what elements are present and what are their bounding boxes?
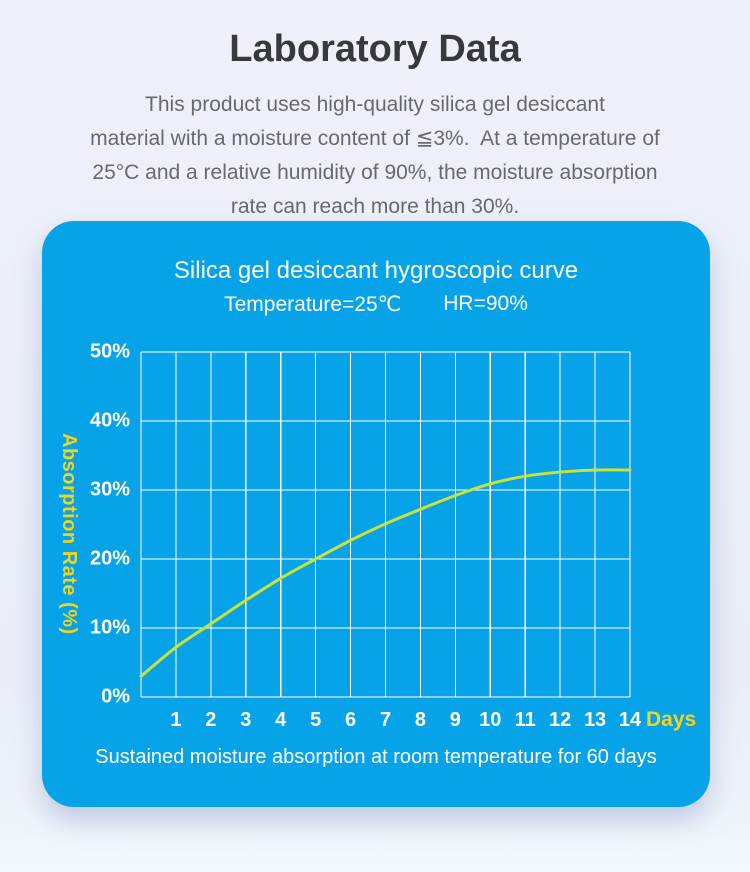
x-tick-label: 1 xyxy=(170,709,182,731)
chart-subtitle-temperature: Temperature=25℃ xyxy=(224,293,402,316)
x-tick-label: 11 xyxy=(514,709,536,731)
absorption-curve xyxy=(139,468,632,678)
y-tick-label: 40% xyxy=(89,409,130,432)
intro-line: 25°C and a relative humidity of 90%, the… xyxy=(92,161,658,184)
x-tick-label: 14 xyxy=(618,709,642,731)
x-tick-label: 9 xyxy=(449,709,461,731)
chart-subtitle: Temperature=25℃ HR=90% xyxy=(42,292,710,317)
grid-lines xyxy=(140,351,631,698)
x-tick-label: 5 xyxy=(310,709,322,731)
x-tick-label: 2 xyxy=(205,709,217,731)
chart-subtitle-humidity: HR=90% xyxy=(443,292,528,315)
x-tick-label: 8 xyxy=(414,709,426,731)
y-tick-label: 50% xyxy=(89,340,130,363)
x-axis-title: Days xyxy=(646,708,697,731)
intro-line: rate can reach more than 30%. xyxy=(230,195,520,218)
y-tick-label: 10% xyxy=(89,616,130,639)
chart-title: Silica gel desiccant hygroscopic curve xyxy=(173,257,579,284)
y-tick-label: 30% xyxy=(89,478,130,501)
x-tick-label: 4 xyxy=(275,709,287,731)
intro-paragraph: This product uses high-quality silica ge… xyxy=(0,88,750,224)
x-tick-label: 12 xyxy=(549,709,572,731)
y-axis-title: Absorption Rate (%) xyxy=(58,433,80,635)
x-tick-label: 10 xyxy=(479,709,502,731)
intro-line: This product uses high-quality silica ge… xyxy=(145,93,605,116)
hygroscopic-curve-chart xyxy=(139,351,632,698)
x-tick-label: 7 xyxy=(379,709,392,731)
page-title: Laboratory Data xyxy=(229,28,521,70)
x-tick-label: 3 xyxy=(240,709,252,731)
x-tick-label: 6 xyxy=(345,709,357,731)
y-tick-label: 0% xyxy=(101,685,130,708)
plot-area: Days 0% 10% 20% 30% 40% 50% 1 2 3 4 5 6 7 8 9 10 11 12 13 1… xyxy=(90,341,696,732)
chart-caption: Sustained moisture absorption at room te… xyxy=(95,746,657,768)
intro-line: material with a moisture content of ≦3%.… xyxy=(90,127,660,150)
chart-card: Silica gel desiccant hygroscopic curve T… xyxy=(42,221,710,807)
x-tick-label: 13 xyxy=(583,709,607,731)
y-tick-label: 20% xyxy=(89,547,130,570)
